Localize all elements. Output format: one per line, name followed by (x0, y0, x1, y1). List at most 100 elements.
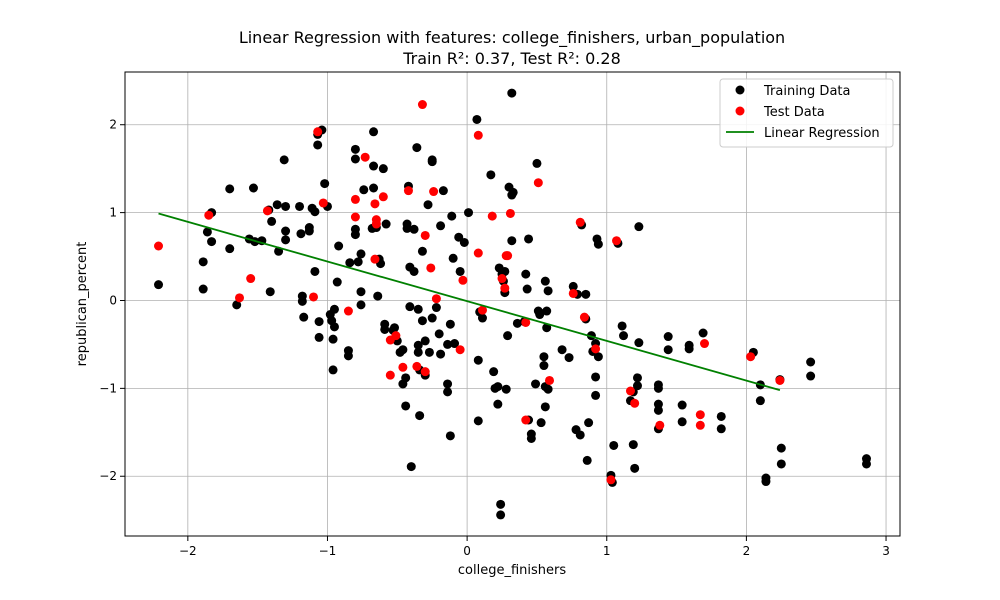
training-point (464, 208, 474, 218)
training-point (356, 249, 366, 259)
training-point (415, 411, 425, 421)
training-point (281, 201, 291, 211)
training-point (232, 300, 242, 310)
training-point (304, 226, 314, 236)
training-point (427, 157, 437, 167)
training-point (653, 399, 663, 409)
training-point (405, 302, 415, 312)
x-tick-label: −1 (319, 544, 337, 558)
training-point (207, 237, 217, 247)
training-point (281, 235, 291, 245)
training-point (543, 286, 553, 296)
training-point (443, 387, 453, 397)
training-point (314, 317, 324, 327)
test-point (385, 370, 395, 380)
test-point (591, 344, 601, 354)
test-point (154, 241, 164, 251)
training-point (630, 463, 640, 473)
test-point (575, 217, 585, 227)
test-point (695, 420, 705, 430)
test-point (700, 339, 710, 349)
x-axis-label: college_finishers (458, 563, 566, 578)
test-point (505, 208, 515, 218)
training-point (861, 459, 871, 469)
grid-lines (125, 72, 900, 536)
training-point (423, 200, 433, 210)
training-point (328, 365, 338, 375)
test-point (521, 415, 531, 425)
training-point (575, 430, 585, 440)
y-tick-label: −2 (99, 469, 117, 483)
training-point (412, 143, 422, 153)
legend-label-line: Linear Regression (764, 126, 880, 141)
training-point (334, 241, 344, 251)
training-point (522, 284, 532, 294)
training-point (350, 224, 360, 234)
training-point (413, 304, 423, 314)
training-point (359, 185, 369, 195)
test-point (403, 186, 413, 196)
training-point (436, 349, 446, 359)
training-point (634, 338, 644, 348)
training-point (496, 510, 506, 520)
training-point (401, 401, 411, 411)
regression-line (158, 212, 781, 391)
training-point (524, 234, 534, 244)
training-point (350, 154, 360, 164)
training-point (409, 224, 419, 234)
training-point (438, 186, 448, 196)
test-point (350, 212, 360, 222)
training-point (314, 332, 324, 342)
training-point (473, 416, 483, 426)
training-point (406, 462, 416, 472)
training-point (493, 399, 503, 409)
training-point (617, 321, 627, 331)
training-point (445, 431, 455, 441)
test-point (360, 152, 370, 162)
training-point (369, 127, 379, 137)
training-point (202, 227, 212, 237)
training-point (455, 266, 465, 276)
x-tick-label: 3 (882, 544, 890, 558)
training-point (310, 266, 320, 276)
test-point (695, 410, 705, 420)
training-point (472, 114, 482, 124)
training-point (493, 382, 503, 392)
training-point (329, 304, 339, 314)
test-point (391, 331, 401, 341)
test-point (235, 293, 245, 303)
training-point (328, 334, 338, 344)
training-point (299, 312, 309, 322)
test-point (398, 362, 408, 372)
training-point (401, 373, 411, 383)
training-point (356, 287, 366, 297)
training-point (417, 316, 427, 326)
legend-label-training: Training Data (763, 84, 850, 99)
plot-frame (124, 71, 901, 537)
x-tick-label: 2 (743, 544, 751, 558)
training-point (761, 477, 771, 487)
training-point (653, 383, 663, 393)
training-point (154, 280, 164, 290)
legend-label-test: Test Data (763, 105, 825, 120)
training-point (663, 345, 673, 355)
test-point (533, 178, 543, 188)
training-point (486, 170, 496, 180)
training-point (353, 257, 363, 267)
training-point (447, 211, 457, 221)
training-point (381, 219, 391, 229)
test-point (309, 292, 319, 302)
test-point (458, 275, 468, 285)
training-point (225, 184, 235, 194)
test-point (262, 206, 272, 216)
test-point (568, 288, 578, 298)
x-tick-label: −2 (179, 544, 197, 558)
test-point (477, 305, 487, 315)
training-point (619, 331, 629, 341)
training-point (409, 266, 419, 276)
training-point (413, 340, 423, 350)
chart-title: Linear Regression with features: college… (239, 28, 785, 48)
training-point (198, 257, 208, 267)
test-point (426, 263, 436, 273)
